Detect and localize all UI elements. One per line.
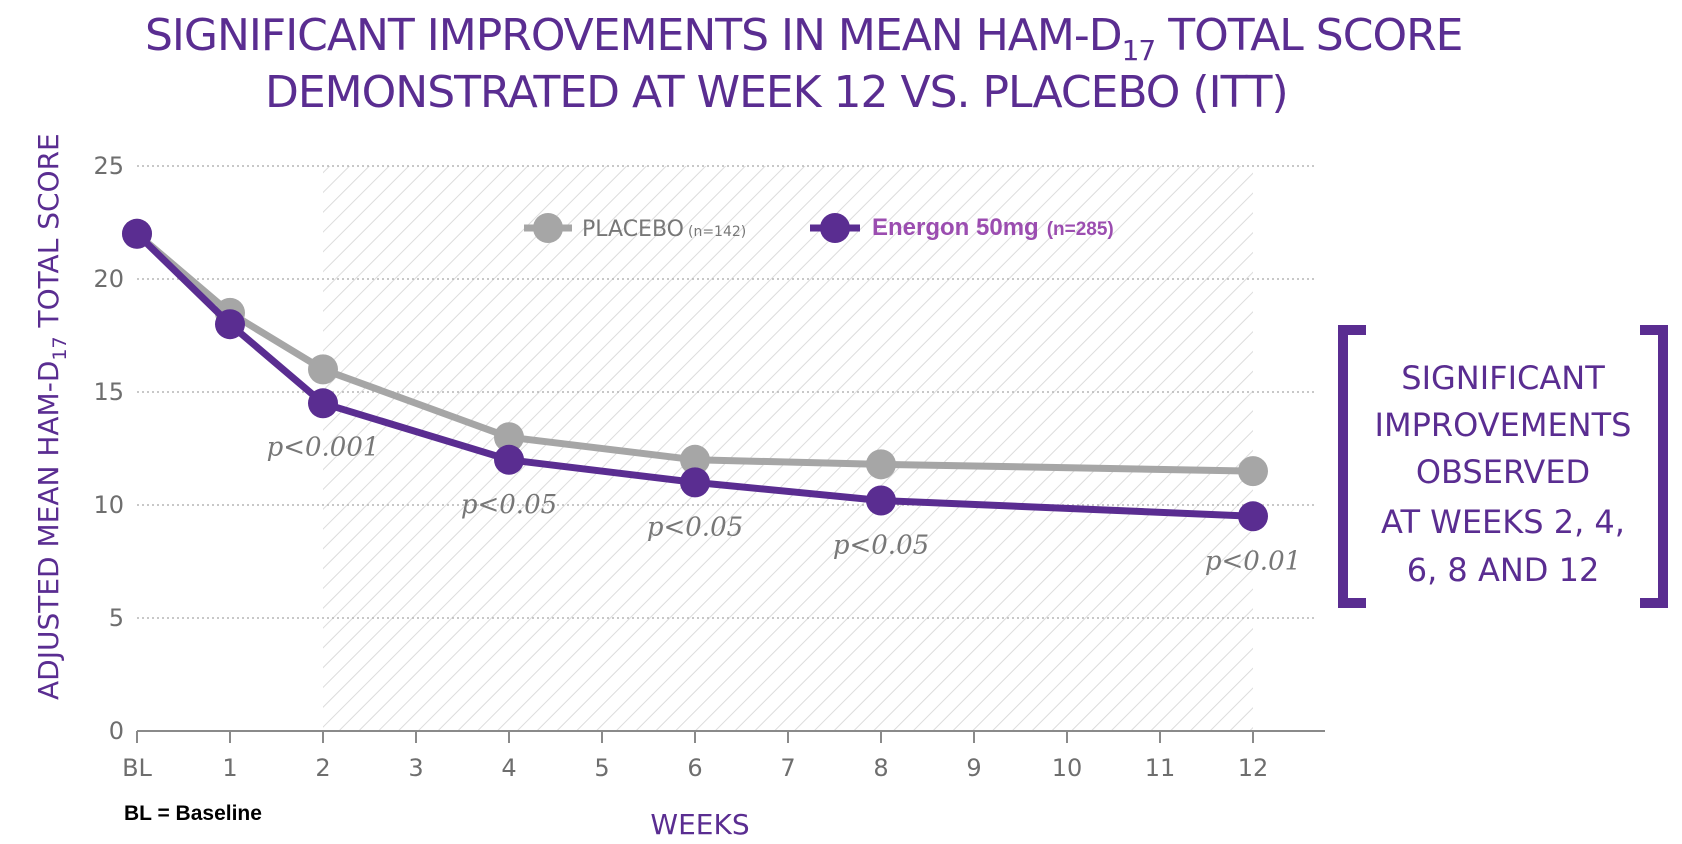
y-tick-label: 5 [109,604,124,632]
x-tick-label: 3 [408,754,423,782]
data-point-energon [308,388,338,419]
y-tick-label: 0 [109,717,124,745]
chart-title-line2: DEMONSTRATED AT WEEK 12 VS. PLACEBO (ITT… [265,67,1288,118]
p-value-annotation: p<0.05 [833,530,929,560]
footnote: BL = Baseline [124,802,262,825]
x-tick-label: 4 [501,754,516,782]
data-point-placebo [680,444,710,475]
y-tick-label: 10 [93,491,124,519]
side-callout-line-1: SIGNIFICANT [1401,359,1605,397]
data-point-placebo [308,354,338,385]
y-tick-label: 25 [93,152,124,180]
legend-label-placebo: PLACEBO (n=142) [582,217,746,242]
data-point-energon [866,485,896,516]
data-point-energon [494,444,524,475]
data-point-placebo [866,449,896,480]
data-point-energon [1238,501,1268,532]
side-callout-line-4: AT WEEKS 2, 4, [1381,503,1625,541]
x-tick-label: 2 [315,754,330,782]
x-tick-label: 9 [966,754,981,782]
data-point-energon [680,467,710,498]
p-value-annotation: p<0.05 [647,512,743,542]
data-point-energon [122,218,152,249]
x-tick-label: 11 [1145,754,1176,782]
x-tick-label: 5 [594,754,609,782]
left-bracket [1338,325,1366,608]
y-axis-title: ADJUSTED MEAN HAM-D17 TOTAL SCORE [32,133,71,700]
right-bracket [1640,325,1668,608]
x-tick-label: BL [122,754,152,782]
y-tick-label: 20 [93,265,124,293]
legend-marker-energon [820,213,850,243]
y-tick-label: 15 [93,378,124,406]
legend-label-energon: Energon 50mg (n=285) [872,214,1114,241]
x-tick-label: 6 [687,754,702,782]
x-tick-label: 1 [222,754,237,782]
side-callout-line-5: 6, 8 AND 12 [1407,551,1600,589]
side-callout-line-2: IMPROVEMENTS [1375,406,1632,444]
p-value-annotation: p<0.001 [267,432,380,462]
data-point-energon [215,309,245,340]
data-point-placebo [1238,456,1268,487]
x-axis-title: WEEKS [650,808,749,841]
side-callout-line-3: OBSERVED [1416,453,1590,491]
legend-item-placebo: PLACEBO (n=142) [524,213,746,243]
p-value-annotation: p<0.05 [461,490,557,520]
x-tick-label: 7 [780,754,795,782]
x-tick-label: 10 [1052,754,1083,782]
side-callout: SIGNIFICANT IMPROVEMENTS OBSERVED AT WEE… [1338,325,1668,608]
data-point-placebo [494,422,524,453]
p-value-annotation: p<0.01 [1205,546,1301,576]
legend-item-energon: Energon 50mg (n=285) [810,213,1114,243]
legend: PLACEBO (n=142) Energon 50mg (n=285) [524,213,1114,243]
x-tick-label: 8 [873,754,888,782]
legend-marker-placebo [533,213,563,243]
x-tick-label: 12 [1238,754,1269,782]
chart-title-line1: SIGNIFICANT IMPROVEMENTS IN MEAN HAM-D17… [145,10,1462,67]
